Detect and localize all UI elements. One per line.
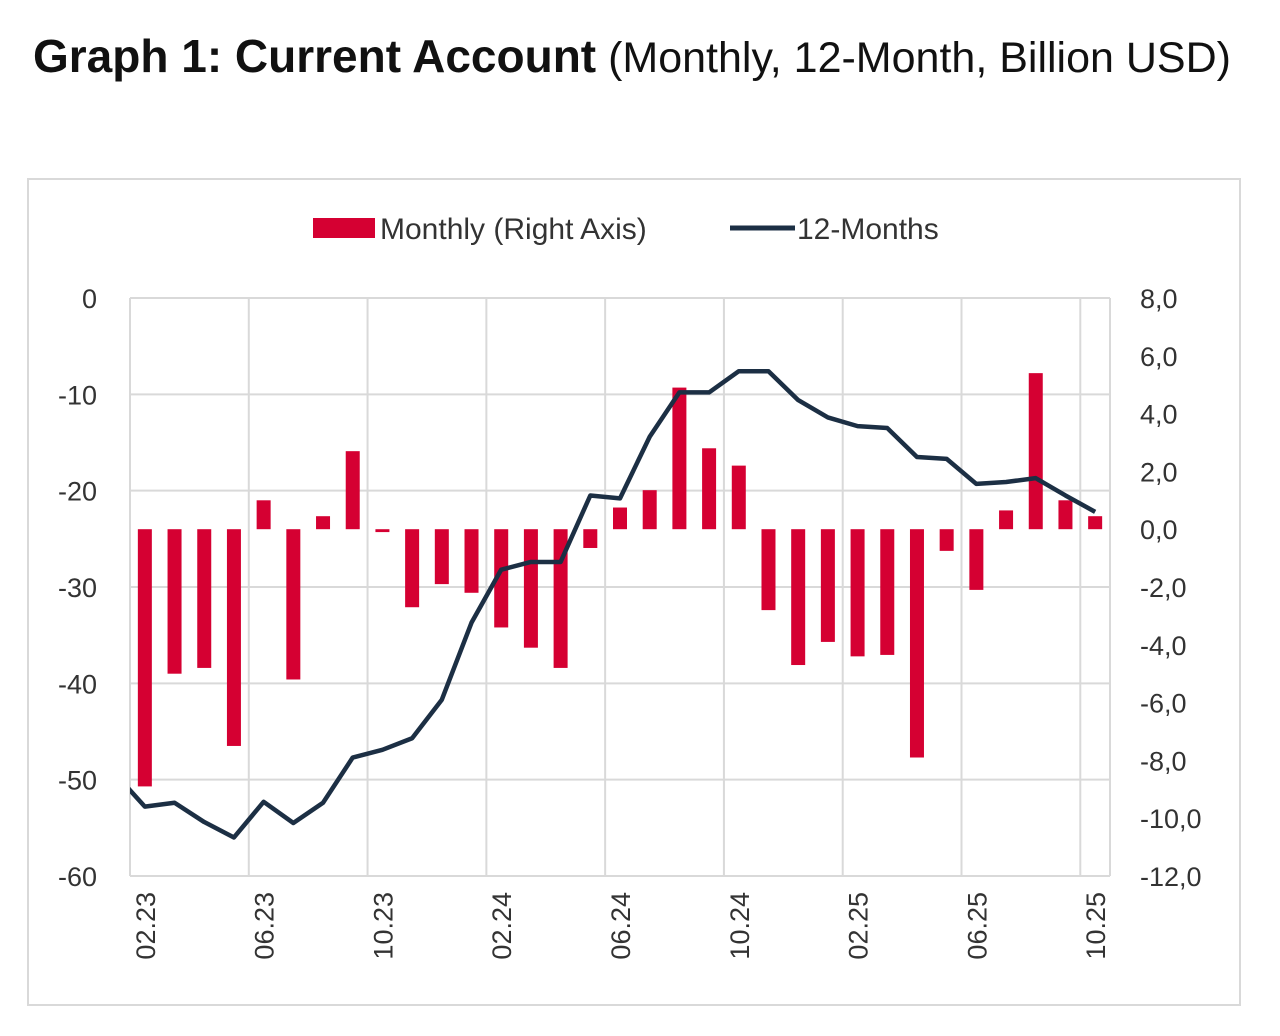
gridlines xyxy=(129,297,1111,877)
x-tick-label: 02.25 xyxy=(844,892,874,960)
bar-monthly-06.25 xyxy=(969,529,984,590)
bar-monthly-03.25 xyxy=(880,529,895,655)
bar-monthly-10.24 xyxy=(731,465,746,530)
bar-monthly-02.23 xyxy=(137,529,152,787)
right-tick-label: 8,0 xyxy=(1140,284,1178,314)
bar-monthly-05.24 xyxy=(583,529,598,548)
bar-monthly-01.24 xyxy=(464,529,479,593)
right-tick-label: 0,0 xyxy=(1140,515,1178,545)
x-tick-label: 02.23 xyxy=(131,892,161,960)
right-tick-label: -2,0 xyxy=(1140,573,1187,603)
bar-monthly-09.25 xyxy=(1058,500,1073,530)
bar-monthly-12.24 xyxy=(791,529,806,666)
bar-monthly-05.25 xyxy=(939,529,954,551)
left-tick-label: -60 xyxy=(58,862,97,892)
bar-monthly-06.23 xyxy=(256,500,271,530)
right-tick-label: 4,0 xyxy=(1140,400,1178,430)
bar-monthly-10.25 xyxy=(1088,516,1103,530)
left-tick-label: -40 xyxy=(58,669,97,699)
bar-monthly-10.23 xyxy=(375,529,390,533)
left-tick-label: 0 xyxy=(82,284,97,314)
line-12-months xyxy=(130,368,1097,840)
left-tick-label: -10 xyxy=(58,380,97,410)
left-tick-label: -50 xyxy=(58,766,97,796)
legend-swatch-monthly xyxy=(313,218,375,238)
x-tick-label: 06.25 xyxy=(962,892,992,960)
bar-monthly-06.24 xyxy=(613,507,627,530)
x-tick-label: 02.24 xyxy=(487,892,517,960)
bar-monthly-02.24 xyxy=(494,529,509,628)
left-tick-label: -30 xyxy=(58,573,97,603)
bar-monthly-04.25 xyxy=(909,529,924,758)
bar-monthly-03.24 xyxy=(523,529,538,648)
x-tick-label: 06.23 xyxy=(250,892,280,960)
bar-monthly-01.25 xyxy=(820,529,835,642)
right-tick-label: -10,0 xyxy=(1140,804,1202,834)
bar-monthly-04.23 xyxy=(197,529,212,668)
bar-monthly-08.25 xyxy=(1028,373,1043,530)
legend-label-monthly: Monthly (Right Axis) xyxy=(380,213,647,246)
x-tick-label: 10.24 xyxy=(725,892,755,960)
bar-monthly-08.23 xyxy=(316,516,331,530)
right-tick-label: -4,0 xyxy=(1140,631,1187,661)
chart-frame xyxy=(27,178,1241,1006)
bar-monthly-12.23 xyxy=(434,529,449,585)
bar-monthly-11.24 xyxy=(761,529,776,611)
axes: 0 -10 -20 -30 -40 -50 -60 8,0 6,0 4,0 2,0 0,0 -2,0 -4… xyxy=(58,284,1202,960)
chart-title-subtitle: (Monthly, 12-Month, Billion USD) xyxy=(596,34,1231,82)
twelve-month-line xyxy=(130,368,1097,840)
x-tick-label: 10.23 xyxy=(368,892,398,960)
right-tick-label: -8,0 xyxy=(1140,746,1187,776)
bar-monthly-02.25 xyxy=(850,529,865,657)
x-tick-label: 06.24 xyxy=(606,892,636,960)
right-tick-label: -12,0 xyxy=(1140,862,1202,892)
bar-monthly-03.23 xyxy=(167,529,182,674)
bar-monthly-08.24 xyxy=(672,387,687,530)
bar-monthly-09.23 xyxy=(345,451,360,530)
bar-monthly-11.23 xyxy=(405,529,420,608)
x-tick-label: 10.25 xyxy=(1081,892,1111,960)
legend: Monthly (Right Axis) 12-Months xyxy=(313,213,939,246)
bar-monthly-07.25 xyxy=(999,510,1014,530)
bar-monthly-07.23 xyxy=(286,529,301,680)
legend-label-12-months: 12-Months xyxy=(797,213,939,246)
left-tick-label: -20 xyxy=(58,477,97,507)
chart-title-bold: Graph 1: Current Account xyxy=(33,30,597,82)
bar-monthly-05.23 xyxy=(226,529,241,746)
right-tick-label: 6,0 xyxy=(1140,342,1178,372)
bar-monthly-07.24 xyxy=(642,490,657,530)
bar-monthly-09.24 xyxy=(702,448,717,530)
right-tick-label: -6,0 xyxy=(1140,689,1187,719)
right-tick-label: 2,0 xyxy=(1140,457,1178,487)
monthly-bars xyxy=(137,373,1103,787)
chart-title: Graph 1: Current Account (Monthly, 12-Mo… xyxy=(33,22,1233,92)
